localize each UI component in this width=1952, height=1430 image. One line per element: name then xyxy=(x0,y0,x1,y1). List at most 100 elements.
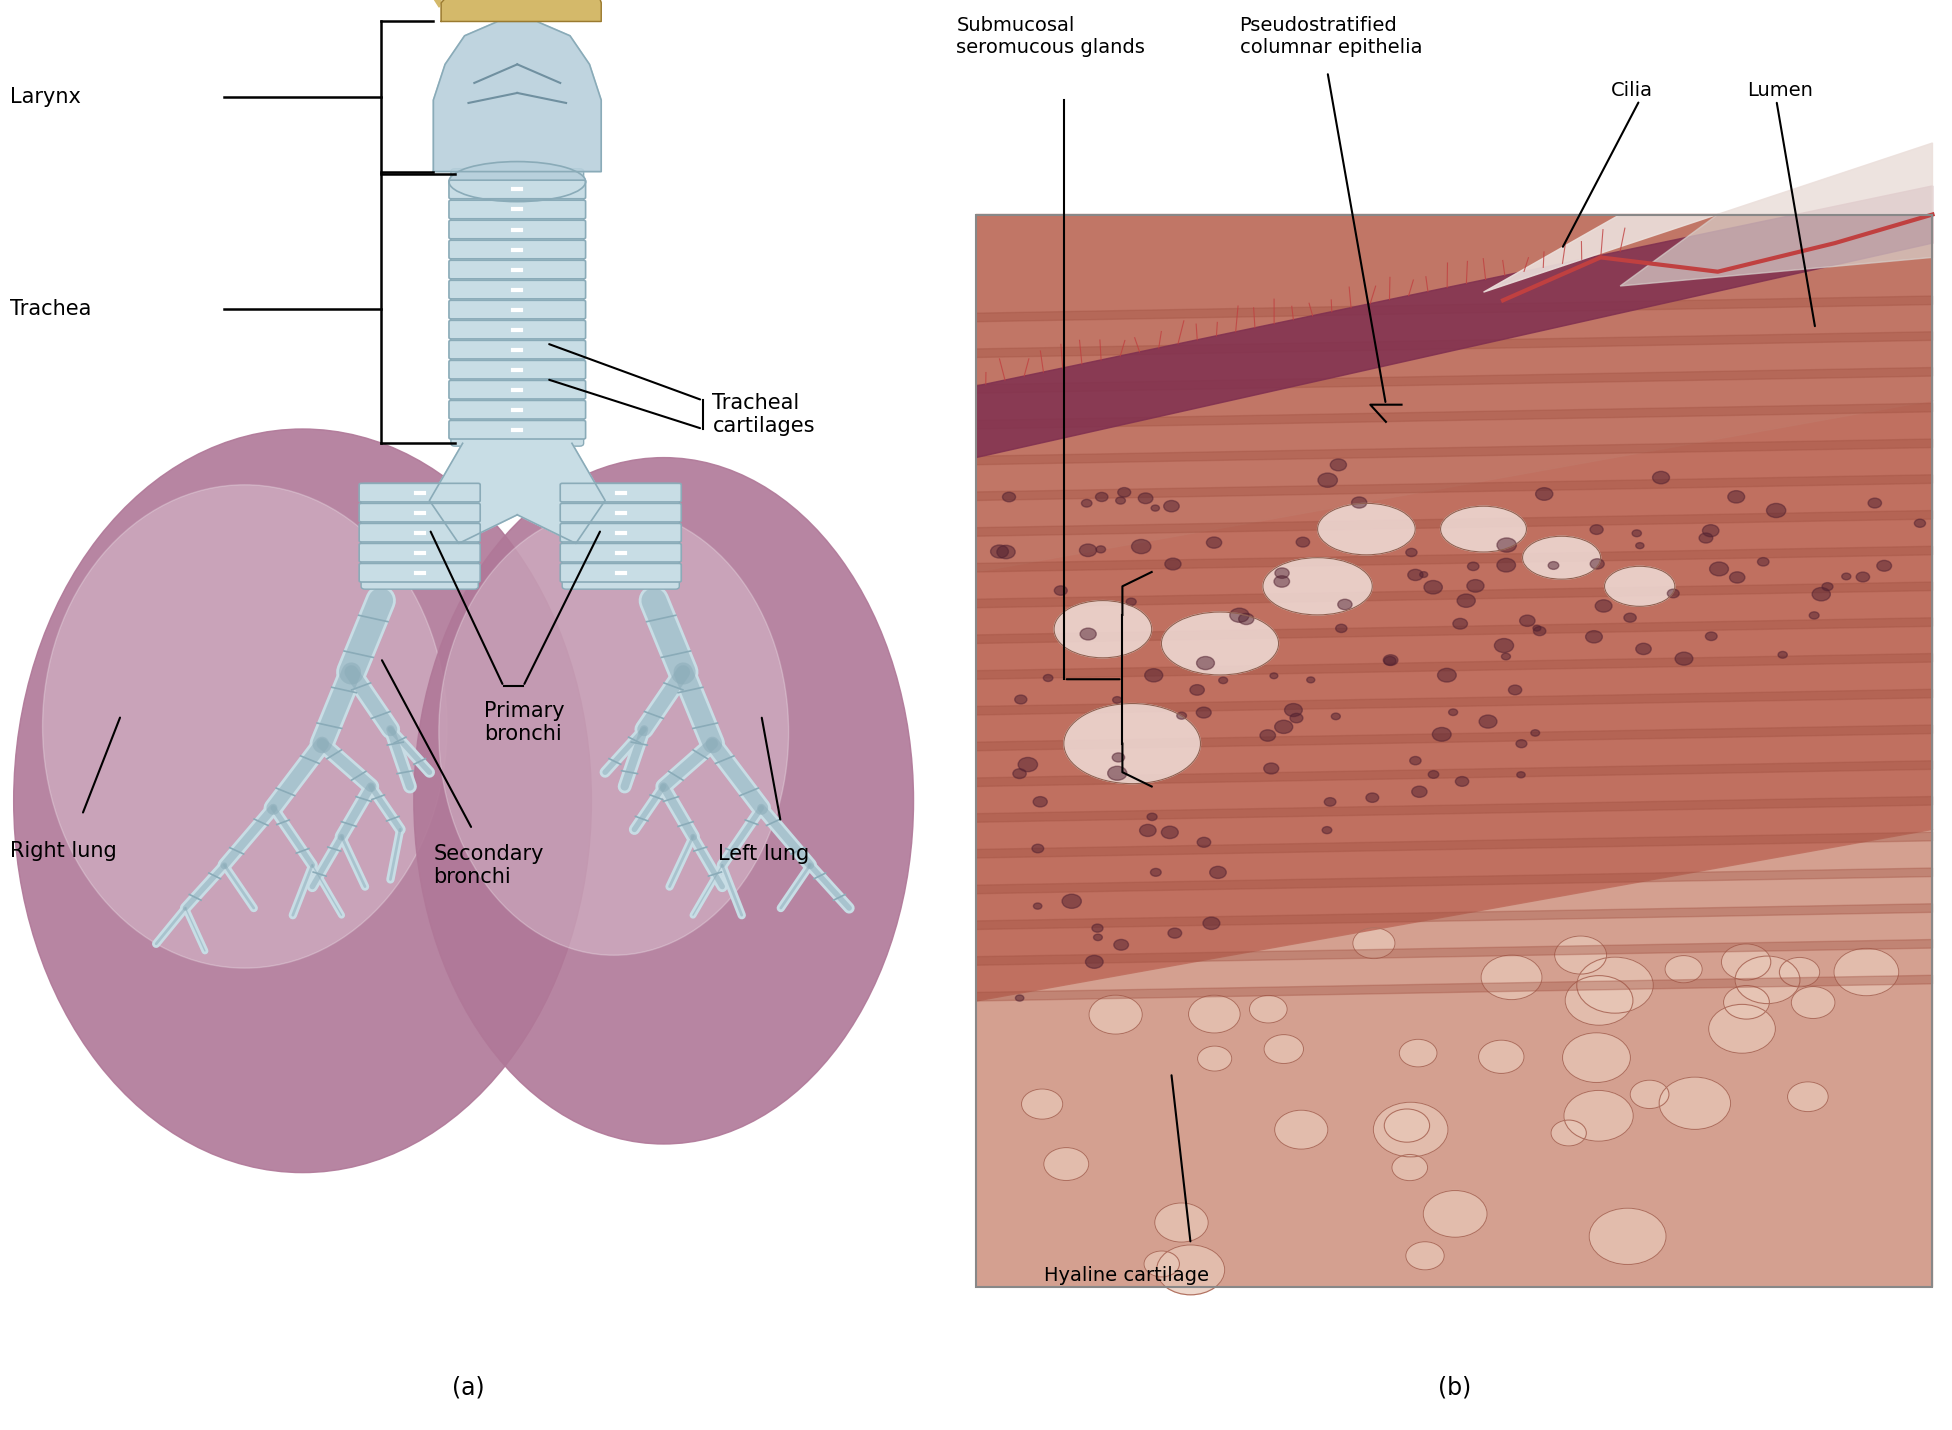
Circle shape xyxy=(1117,498,1126,505)
Circle shape xyxy=(1624,613,1636,622)
Circle shape xyxy=(1126,598,1136,605)
Polygon shape xyxy=(976,975,1932,1001)
Circle shape xyxy=(1530,729,1540,736)
Circle shape xyxy=(1095,492,1109,502)
FancyBboxPatch shape xyxy=(359,523,480,542)
Circle shape xyxy=(1811,588,1831,601)
Polygon shape xyxy=(976,296,1932,322)
Circle shape xyxy=(1374,1103,1448,1157)
FancyBboxPatch shape xyxy=(560,543,681,562)
Polygon shape xyxy=(429,443,605,543)
Circle shape xyxy=(1249,995,1286,1022)
Circle shape xyxy=(1698,533,1712,543)
Circle shape xyxy=(1407,569,1423,581)
Circle shape xyxy=(1778,652,1788,658)
Circle shape xyxy=(1132,539,1152,553)
Circle shape xyxy=(1206,538,1222,548)
Circle shape xyxy=(1218,676,1228,684)
Polygon shape xyxy=(976,761,1932,786)
Polygon shape xyxy=(976,689,1932,715)
Circle shape xyxy=(1632,531,1642,536)
Circle shape xyxy=(1724,985,1769,1020)
Circle shape xyxy=(1191,685,1204,695)
Circle shape xyxy=(1259,729,1275,741)
Polygon shape xyxy=(976,214,1932,572)
Circle shape xyxy=(1400,1040,1437,1067)
Circle shape xyxy=(1275,721,1292,734)
Text: Hyaline cartilage: Hyaline cartilage xyxy=(1044,1266,1210,1284)
Circle shape xyxy=(1331,714,1341,719)
Polygon shape xyxy=(976,654,1932,679)
Circle shape xyxy=(1150,868,1161,877)
Circle shape xyxy=(1054,586,1068,595)
Circle shape xyxy=(1163,500,1179,512)
Circle shape xyxy=(1115,940,1128,950)
Circle shape xyxy=(1591,559,1605,569)
Circle shape xyxy=(1240,613,1253,625)
Circle shape xyxy=(1284,704,1302,716)
Circle shape xyxy=(1265,1034,1304,1064)
FancyBboxPatch shape xyxy=(449,380,586,399)
Ellipse shape xyxy=(1054,601,1152,658)
Text: Lumen: Lumen xyxy=(1747,82,1813,100)
Circle shape xyxy=(1210,867,1226,878)
Circle shape xyxy=(1437,668,1456,682)
Polygon shape xyxy=(976,400,1932,1001)
Circle shape xyxy=(1659,1077,1731,1130)
Circle shape xyxy=(1197,656,1214,669)
Circle shape xyxy=(1033,902,1042,909)
Circle shape xyxy=(1728,490,1745,503)
Circle shape xyxy=(1323,798,1335,807)
Circle shape xyxy=(1021,1090,1062,1120)
Circle shape xyxy=(1708,1004,1776,1054)
Circle shape xyxy=(1517,739,1526,748)
Circle shape xyxy=(1329,459,1347,470)
Circle shape xyxy=(1335,625,1347,632)
Ellipse shape xyxy=(1605,566,1675,606)
Polygon shape xyxy=(595,0,605,7)
FancyBboxPatch shape xyxy=(449,240,586,259)
Circle shape xyxy=(1497,538,1517,552)
FancyBboxPatch shape xyxy=(562,483,679,589)
Polygon shape xyxy=(976,832,1932,858)
Circle shape xyxy=(1165,558,1181,571)
FancyBboxPatch shape xyxy=(449,200,586,219)
Circle shape xyxy=(1044,1148,1089,1181)
Circle shape xyxy=(1405,1241,1444,1270)
Circle shape xyxy=(1868,498,1882,508)
Circle shape xyxy=(1792,987,1835,1018)
Text: (b): (b) xyxy=(1437,1376,1472,1399)
FancyBboxPatch shape xyxy=(361,483,478,589)
Polygon shape xyxy=(976,332,1932,358)
Circle shape xyxy=(1144,1251,1179,1277)
Ellipse shape xyxy=(14,429,591,1173)
Circle shape xyxy=(1788,1083,1829,1111)
Circle shape xyxy=(1876,561,1891,571)
Circle shape xyxy=(1589,1208,1667,1264)
Circle shape xyxy=(1138,493,1154,503)
Text: Primary
bronchi: Primary bronchi xyxy=(484,701,564,744)
Bar xyxy=(976,214,1932,1287)
Circle shape xyxy=(1144,669,1163,682)
Circle shape xyxy=(1595,599,1612,612)
Circle shape xyxy=(1107,766,1126,781)
Ellipse shape xyxy=(1441,506,1526,552)
Circle shape xyxy=(1835,948,1899,995)
Circle shape xyxy=(1810,612,1819,619)
Ellipse shape xyxy=(439,509,789,955)
Circle shape xyxy=(1167,928,1181,938)
Circle shape xyxy=(1562,1032,1630,1083)
Circle shape xyxy=(1564,1091,1634,1141)
Circle shape xyxy=(1566,975,1634,1025)
Circle shape xyxy=(1197,1045,1232,1071)
Circle shape xyxy=(1062,894,1081,908)
Text: Pseudostratified
columnar epithelia: Pseudostratified columnar epithelia xyxy=(1240,16,1421,57)
Circle shape xyxy=(1497,558,1515,572)
FancyBboxPatch shape xyxy=(560,503,681,522)
Ellipse shape xyxy=(414,458,914,1144)
Circle shape xyxy=(1271,674,1279,679)
Circle shape xyxy=(1780,958,1819,987)
Circle shape xyxy=(1577,957,1653,1014)
Circle shape xyxy=(1843,573,1850,579)
Circle shape xyxy=(1015,695,1027,704)
